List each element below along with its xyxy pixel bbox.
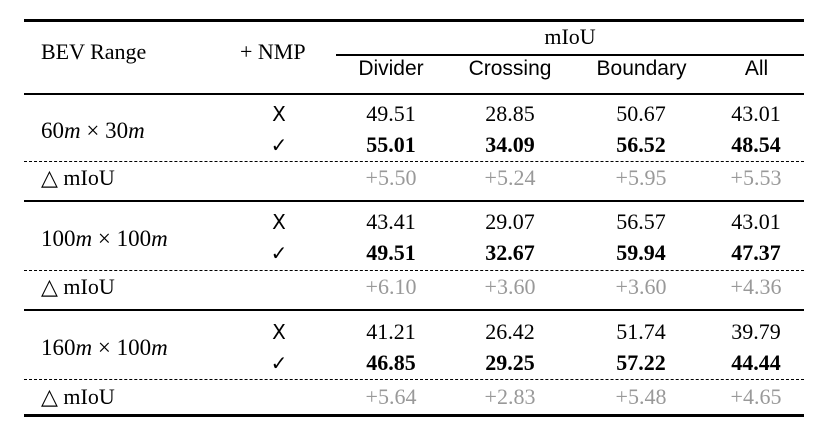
value-cell-bold: 32.67	[485, 240, 535, 265]
value-cell: 39.79	[731, 319, 781, 344]
bottom-rule	[24, 414, 804, 417]
delta-cell: +5.53	[730, 165, 782, 190]
value-cell-bold: 29.25	[485, 350, 535, 375]
delta-cell: +5.50	[365, 165, 417, 190]
value-cell: 43.41	[366, 209, 416, 234]
value-cell: 28.85	[485, 101, 535, 126]
value-cell-bold: 49.51	[366, 240, 416, 265]
value-cell: 41.21	[366, 319, 416, 344]
value-cell-bold: 46.85	[366, 350, 416, 375]
x-mark-icon: X	[272, 210, 286, 234]
value-cell-bold: 59.94	[616, 240, 666, 265]
value-cell: 29.07	[485, 209, 535, 234]
dashed-rule-2	[24, 270, 804, 271]
value-cell-bold: 44.44	[731, 350, 781, 375]
dashed-rule-3	[24, 379, 804, 380]
check-mark-icon: ✓	[270, 241, 288, 265]
delta-label: △ mIoU	[41, 384, 115, 409]
value-cell: 49.51	[366, 101, 416, 126]
delta-cell: +5.64	[365, 384, 417, 409]
value-cell-bold: 57.22	[616, 350, 666, 375]
delta-label: △ mIoU	[41, 274, 115, 299]
value-cell-bold: 34.09	[485, 132, 535, 157]
value-cell-bold: 47.37	[731, 240, 781, 265]
group-rule-1	[24, 200, 804, 202]
header-miou: mIoU	[544, 24, 596, 49]
delta-cell: +3.60	[484, 274, 536, 299]
header-divider: Divider	[358, 57, 424, 80]
delta-cell: +5.48	[615, 384, 667, 409]
delta-cell: +4.36	[730, 274, 782, 299]
x-mark-icon: X	[272, 320, 286, 344]
delta-cell: +5.95	[615, 165, 667, 190]
delta-cell: +4.65	[730, 384, 782, 409]
header-bev-range: BEV Range	[41, 39, 147, 64]
delta-label: △ mIoU	[41, 165, 115, 190]
header-crossing: Crossing	[468, 57, 552, 80]
range-label-60x30: 60m × 30m	[41, 118, 145, 143]
group-rule-2	[24, 309, 804, 311]
range-label-100x100: 100m × 100m	[41, 226, 168, 251]
value-cell-bold: 56.52	[616, 132, 666, 157]
miou-rule	[336, 54, 804, 56]
delta-cell: +3.60	[615, 274, 667, 299]
range-label-160x100: 160m × 100m	[41, 335, 168, 360]
header-all: All	[744, 57, 769, 80]
value-cell: 56.57	[616, 209, 666, 234]
value-cell: 50.67	[616, 101, 666, 126]
check-mark-icon: ✓	[270, 351, 288, 375]
delta-cell: +2.83	[484, 384, 536, 409]
value-cell-bold: 55.01	[366, 132, 416, 157]
delta-cell: +6.10	[365, 274, 417, 299]
value-cell-bold: 48.54	[731, 132, 781, 157]
results-table: BEV Range + NMP mIoU Divider Crossing Bo…	[24, 19, 804, 417]
value-cell: 26.42	[485, 319, 535, 344]
header-boundary: Boundary	[596, 57, 687, 80]
x-mark-icon: X	[272, 102, 286, 126]
header-rule	[24, 93, 804, 95]
check-mark-icon: ✓	[270, 133, 288, 157]
top-rule	[24, 19, 804, 22]
dashed-rule-1	[24, 161, 804, 162]
header-nmp: + NMP	[240, 39, 306, 64]
value-cell: 43.01	[731, 209, 781, 234]
value-cell: 51.74	[616, 319, 666, 344]
value-cell: 43.01	[731, 101, 781, 126]
delta-cell: +5.24	[484, 165, 536, 190]
